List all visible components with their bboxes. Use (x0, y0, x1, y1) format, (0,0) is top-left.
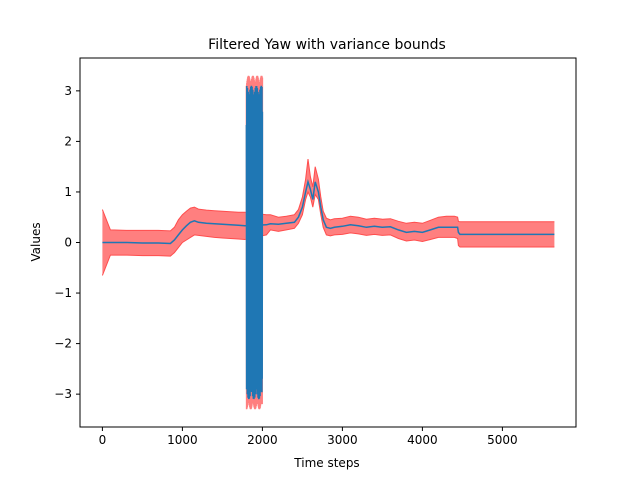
y-tick-label: 3 (64, 84, 72, 98)
filtered-yaw-oscillation (245, 85, 264, 400)
y-axis-ticks: −3 −2 −1 0 1 2 3 (54, 84, 80, 401)
variance-band-lower-edge (101, 190, 555, 276)
x-axis-ticks: 0 1000 2000 3000 4000 5000 (99, 427, 518, 447)
x-tick-label: 2000 (247, 433, 278, 447)
variance-band-upper-edge (101, 159, 555, 232)
y-tick-label: −2 (54, 337, 72, 351)
y-tick-label: −3 (54, 387, 72, 401)
x-axis-label: Time steps (293, 456, 359, 470)
y-tick-label: 0 (64, 236, 72, 250)
variance-band (102, 159, 555, 276)
x-tick-label: 4000 (407, 433, 438, 447)
chart-title: Filtered Yaw with variance bounds (208, 37, 446, 53)
y-tick-label: −1 (54, 286, 72, 300)
plot-area (101, 75, 555, 410)
y-tick-label: 2 (64, 134, 72, 148)
x-tick-label: 5000 (487, 433, 518, 447)
oscillation-variance-band (245, 75, 264, 410)
filtered-yaw-line (102, 178, 555, 245)
y-axis-label: Values (29, 222, 43, 261)
x-tick-label: 3000 (327, 433, 358, 447)
x-tick-label: 0 (99, 433, 107, 447)
y-tick-label: 1 (64, 185, 72, 199)
x-tick-label: 1000 (167, 433, 198, 447)
